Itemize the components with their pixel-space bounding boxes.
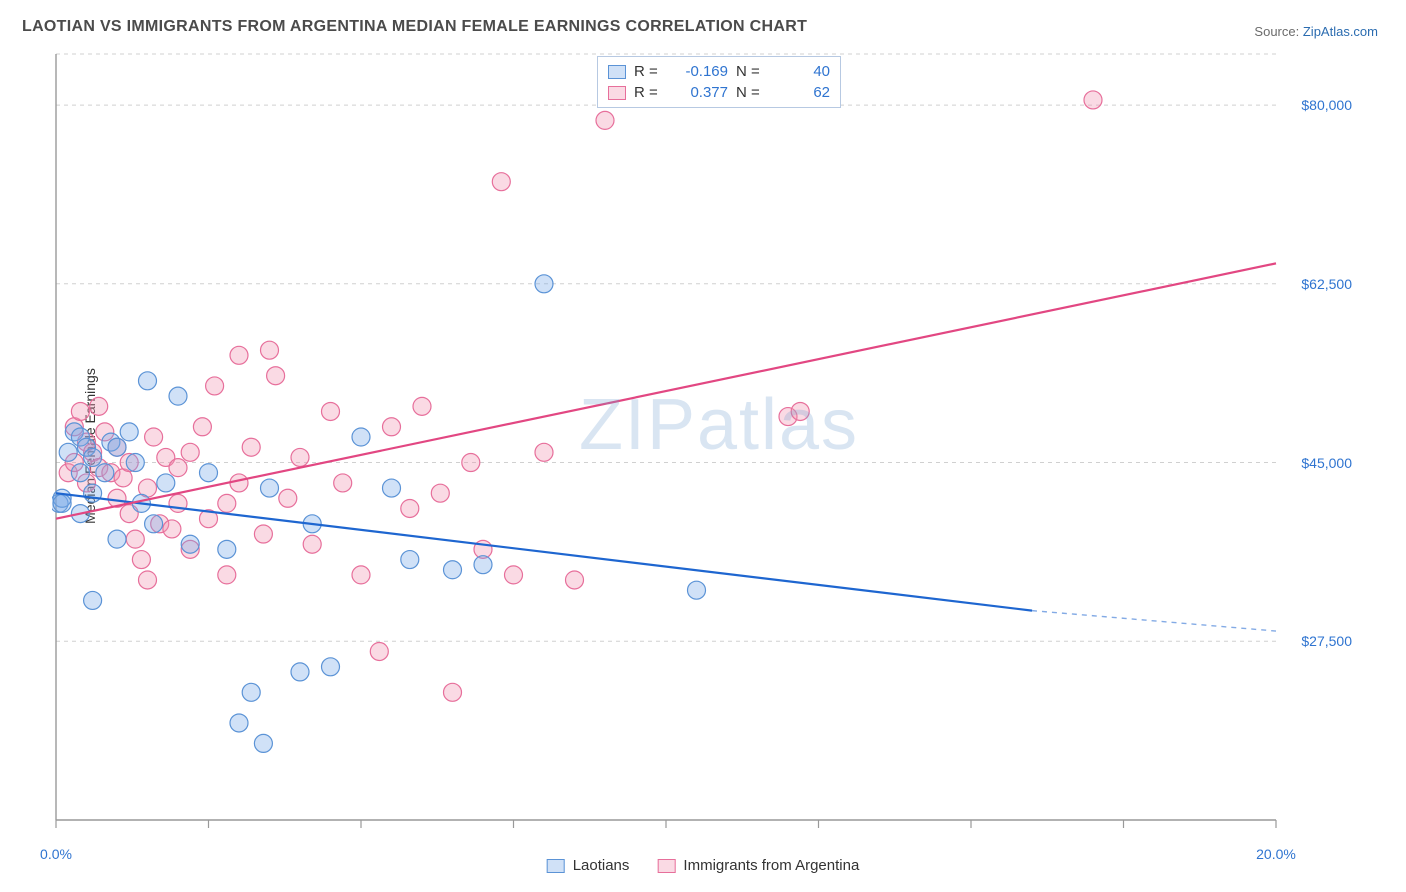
source-label: Source: [1254, 24, 1299, 39]
y-tick-label: $62,500 [1301, 276, 1352, 292]
correlation-legend: R = -0.169 N = 40 R = 0.377 N = 62 [597, 56, 841, 108]
x-tick-label: 0.0% [40, 846, 72, 862]
legend-label-argentina: Immigrants from Argentina [683, 857, 859, 874]
x-tick-label: 20.0% [1256, 846, 1296, 862]
series-legend: Laotians Immigrants from Argentina [547, 857, 860, 874]
r-label: R = [634, 82, 662, 103]
y-tick-label: $80,000 [1301, 97, 1352, 113]
y-tick-label: $45,000 [1301, 455, 1352, 471]
swatch-argentina [608, 86, 626, 100]
r-value-laotians: -0.169 [670, 61, 728, 82]
legend-item-argentina: Immigrants from Argentina [657, 857, 859, 874]
y-tick-label: $27,500 [1301, 633, 1352, 649]
n-value-argentina: 62 [772, 82, 830, 103]
legend-label-laotians: Laotians [573, 857, 630, 874]
swatch-laotians [547, 859, 565, 873]
source-attribution: Source: ZipAtlas.com [1254, 24, 1378, 39]
legend-item-laotians: Laotians [547, 857, 630, 874]
legend-row-argentina: R = 0.377 N = 62 [608, 82, 830, 103]
n-value-laotians: 40 [772, 61, 830, 82]
n-label: N = [736, 61, 764, 82]
legend-row-laotians: R = -0.169 N = 40 [608, 61, 830, 82]
r-value-argentina: 0.377 [670, 82, 728, 103]
swatch-argentina [657, 859, 675, 873]
swatch-laotians [608, 65, 626, 79]
source-link[interactable]: ZipAtlas.com [1303, 24, 1378, 39]
chart-title: LAOTIAN VS IMMIGRANTS FROM ARGENTINA MED… [22, 18, 807, 36]
n-label: N = [736, 82, 764, 103]
r-label: R = [634, 61, 662, 82]
chart-area: ZIPatlas R = -0.169 N = 40 R = 0.377 N =… [52, 50, 1386, 832]
scatter-chart [52, 50, 1386, 832]
